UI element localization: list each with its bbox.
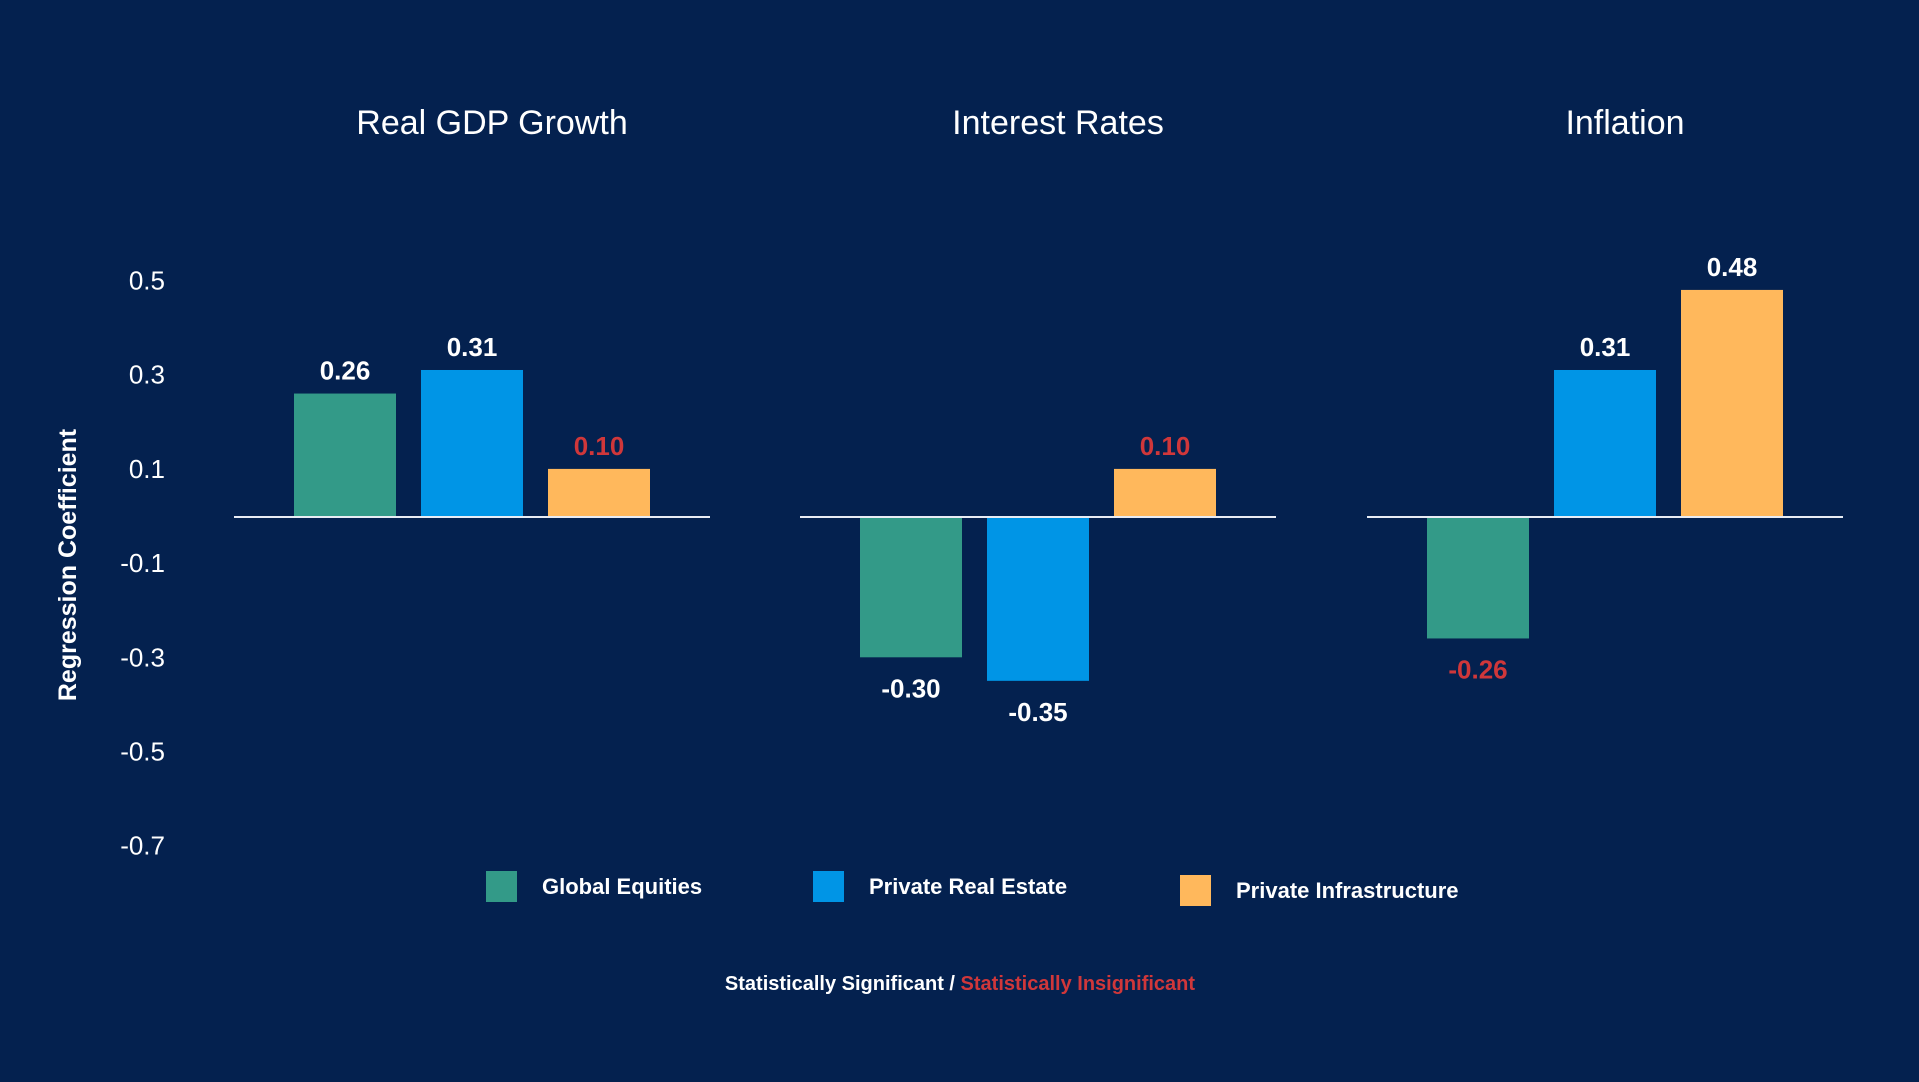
- data-label: 0.31: [447, 332, 498, 362]
- panel-title: Inflation: [1565, 104, 1684, 142]
- significance-footnote: Statistically Significant / Statisticall…: [725, 973, 1195, 995]
- bar: [1681, 289, 1783, 516]
- y-tick-label: 0.1: [129, 454, 165, 484]
- y-axis-ticks: 0.5 0.3 0.1 -0.1 -0.3 -0.5 -0.7: [120, 266, 165, 861]
- bar: [548, 468, 650, 516]
- legend-swatch: [1180, 875, 1211, 906]
- legend-label: Private Infrastructure: [1236, 878, 1459, 903]
- y-tick-label: 0.3: [129, 360, 165, 390]
- y-tick-label: -0.3: [120, 642, 165, 672]
- legend-label: Private Real Estate: [869, 874, 1067, 899]
- y-tick-label: 0.5: [129, 266, 165, 296]
- y-axis-label: Regression Coefficient: [54, 428, 82, 701]
- y-tick-label: -0.5: [120, 737, 165, 767]
- footnote-significant: Statistically Significant: [725, 973, 944, 995]
- footnote-separator: /: [944, 973, 961, 995]
- legend-swatch: [486, 871, 517, 902]
- bar: [421, 369, 523, 516]
- footnote-insignificant: Statistically Insignificant: [961, 973, 1196, 995]
- data-label: 0.48: [1707, 252, 1758, 282]
- data-label: 0.10: [574, 431, 625, 461]
- panel-title: Interest Rates: [952, 104, 1164, 142]
- data-label: 0.26: [320, 356, 371, 386]
- bar: [1554, 369, 1656, 516]
- legend: Global Equities Private Real Estate Privat…: [486, 871, 1459, 906]
- data-label: -0.26: [1448, 654, 1507, 684]
- bar: [987, 516, 1089, 681]
- bar: [1427, 516, 1529, 639]
- legend-label: Global Equities: [542, 874, 702, 899]
- data-label: -0.30: [881, 673, 940, 703]
- panel-title: Real GDP Growth: [356, 104, 627, 142]
- bar: [1114, 468, 1216, 516]
- panel-0: Real GDP Growth 0.26 0.31 0.10: [234, 104, 710, 518]
- legend-swatch: [813, 871, 844, 902]
- data-label: -0.35: [1008, 697, 1067, 727]
- bar: [294, 393, 396, 516]
- panel-2: Inflation -0.26 0.31 0.48: [1367, 104, 1843, 684]
- y-tick-label: -0.7: [120, 831, 165, 861]
- bar: [860, 516, 962, 658]
- y-tick-label: -0.1: [120, 548, 165, 578]
- data-label: 0.10: [1140, 431, 1191, 461]
- data-label: 0.31: [1580, 332, 1631, 362]
- panel-1: Interest Rates -0.30 -0.35 0.10: [800, 104, 1276, 727]
